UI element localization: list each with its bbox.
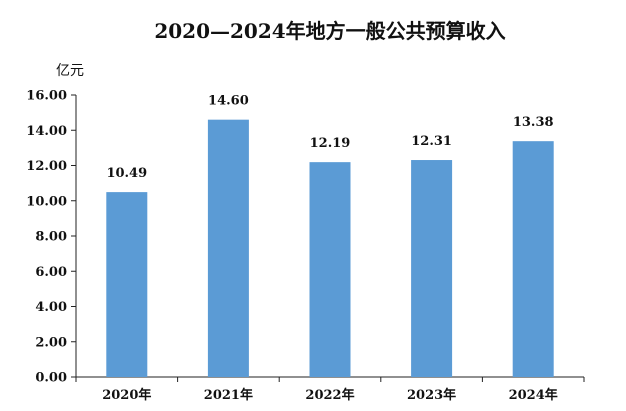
y-tick-label: 8.00 xyxy=(35,230,67,245)
bar xyxy=(512,141,554,377)
y-tick-label: 0.00 xyxy=(35,371,67,386)
y-tick-label: 16.00 xyxy=(26,89,67,104)
y-tick-label: 2.00 xyxy=(35,335,67,350)
y-tick-label: 6.00 xyxy=(35,265,67,280)
y-tick-label: 4.00 xyxy=(35,300,67,315)
x-tick-label: 2020年 xyxy=(102,387,151,403)
x-tick-label: 2021年 xyxy=(204,387,253,403)
y-axis: 0.00 2.00 4.00 6.00 8.00 10.00 12.00 14.00 16.00 xyxy=(26,89,77,386)
data-label: 12.31 xyxy=(411,134,452,149)
y-tick-label: 10.00 xyxy=(26,194,67,209)
x-axis: 2020年 2021年 2022年 2023年 2024年 xyxy=(75,376,585,403)
bar xyxy=(207,119,249,378)
y-axis-unit-label: 亿元 xyxy=(56,63,84,79)
bar xyxy=(309,162,351,377)
bar xyxy=(106,192,148,377)
x-tick-label: 2023年 xyxy=(407,387,456,403)
data-label: 14.60 xyxy=(208,94,249,109)
y-tick-label: 12.00 xyxy=(26,159,67,174)
data-labels: 10.49 14.60 12.19 12.31 13.38 xyxy=(106,94,553,181)
y-tick-label: 14.00 xyxy=(26,124,67,139)
x-tick-label: 2022年 xyxy=(305,387,354,403)
chart-title: 2020—2024年地方一般公共预算收入 xyxy=(154,19,505,43)
bar xyxy=(411,160,453,377)
data-label: 10.49 xyxy=(106,166,147,181)
data-label: 12.19 xyxy=(310,136,351,151)
x-tick-label: 2024年 xyxy=(509,387,558,403)
data-label: 13.38 xyxy=(513,115,554,130)
bar-series xyxy=(106,119,554,378)
